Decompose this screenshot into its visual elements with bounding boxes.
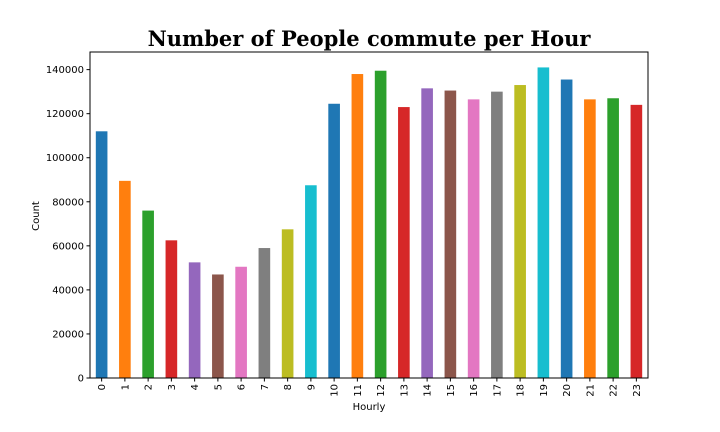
x-tick-label: 10 [330,384,341,397]
bar-hour-11 [351,74,364,378]
bar-hour-18 [514,85,526,378]
y-tick-label: 0 [78,374,84,385]
bar-hour-19 [537,67,550,379]
bar-hour-5 [212,274,224,378]
x-tick-label: 4 [190,384,201,390]
bar-hour-13 [398,107,410,378]
y-tick-label: 100000 [46,153,84,164]
x-tick-label: 3 [167,384,178,390]
bar-hour-22 [607,98,619,378]
bar-hour-23 [630,104,643,379]
bar-hour-12 [374,70,387,378]
bars-group [95,67,643,379]
x-tick-label: 17 [492,384,503,397]
bar-hour-0 [95,131,108,378]
x-tick-label: 22 [609,384,620,397]
x-tick-label: 1 [120,384,131,390]
bar-hour-20 [560,79,573,378]
x-tick-label: 19 [539,384,550,397]
bar-hour-15 [444,90,457,379]
y-tick-label: 140000 [46,65,84,76]
bar-hour-17 [491,91,503,379]
bar-hour-21 [584,99,596,379]
bar-hour-8 [281,229,294,378]
y-tick-label: 20000 [52,329,84,340]
bar-hour-10 [328,103,340,378]
bar-hour-9 [305,185,317,378]
x-tick-label: 11 [353,384,364,397]
x-tick-label: 18 [516,384,527,397]
bar-hour-14 [421,88,433,378]
x-tick-label: 14 [423,384,434,397]
bar-hour-16 [467,99,480,379]
y-tick-label: 60000 [52,241,84,252]
x-tick-label: 13 [399,384,410,397]
plot-frame [89,51,649,379]
bar-hour-4 [188,262,201,378]
x-tick-label: 20 [562,384,573,397]
bar-hour-7 [258,248,271,378]
y-axis-ticks: 0 20000 40000 60000 80000 100000 120000 140000 [46,65,90,385]
y-tick-label: 80000 [52,197,84,208]
x-tick-label: 2 [144,384,155,390]
x-axis-label: Hourly [353,402,386,413]
x-tick-label: 7 [260,384,271,390]
x-tick-label: 16 [469,384,480,397]
x-tick-label: 0 [97,384,108,390]
x-tick-label: 9 [306,384,317,390]
y-tick-label: 40000 [52,285,84,296]
bar-hour-3 [165,240,178,378]
x-axis-ticks: 0 1 2 3 4 5 6 7 8 9 10 11 12 13 14 15 16 17 18 19 20 21 22 23 [97,378,643,397]
y-axis-label: Count [31,201,42,231]
bar-hour-6 [235,266,247,378]
x-tick-label: 8 [283,384,294,390]
x-tick-label: 12 [376,384,387,397]
bar-hour-1 [119,180,131,378]
bar-hour-2 [142,210,154,378]
y-tick-label: 120000 [46,109,84,120]
chart-title: Number of People commute per Hour [148,26,592,51]
x-tick-label: 15 [446,384,457,397]
x-tick-label: 5 [213,384,224,390]
x-tick-label: 23 [632,384,643,397]
x-tick-label: 6 [237,384,248,390]
x-tick-label: 21 [585,384,596,397]
